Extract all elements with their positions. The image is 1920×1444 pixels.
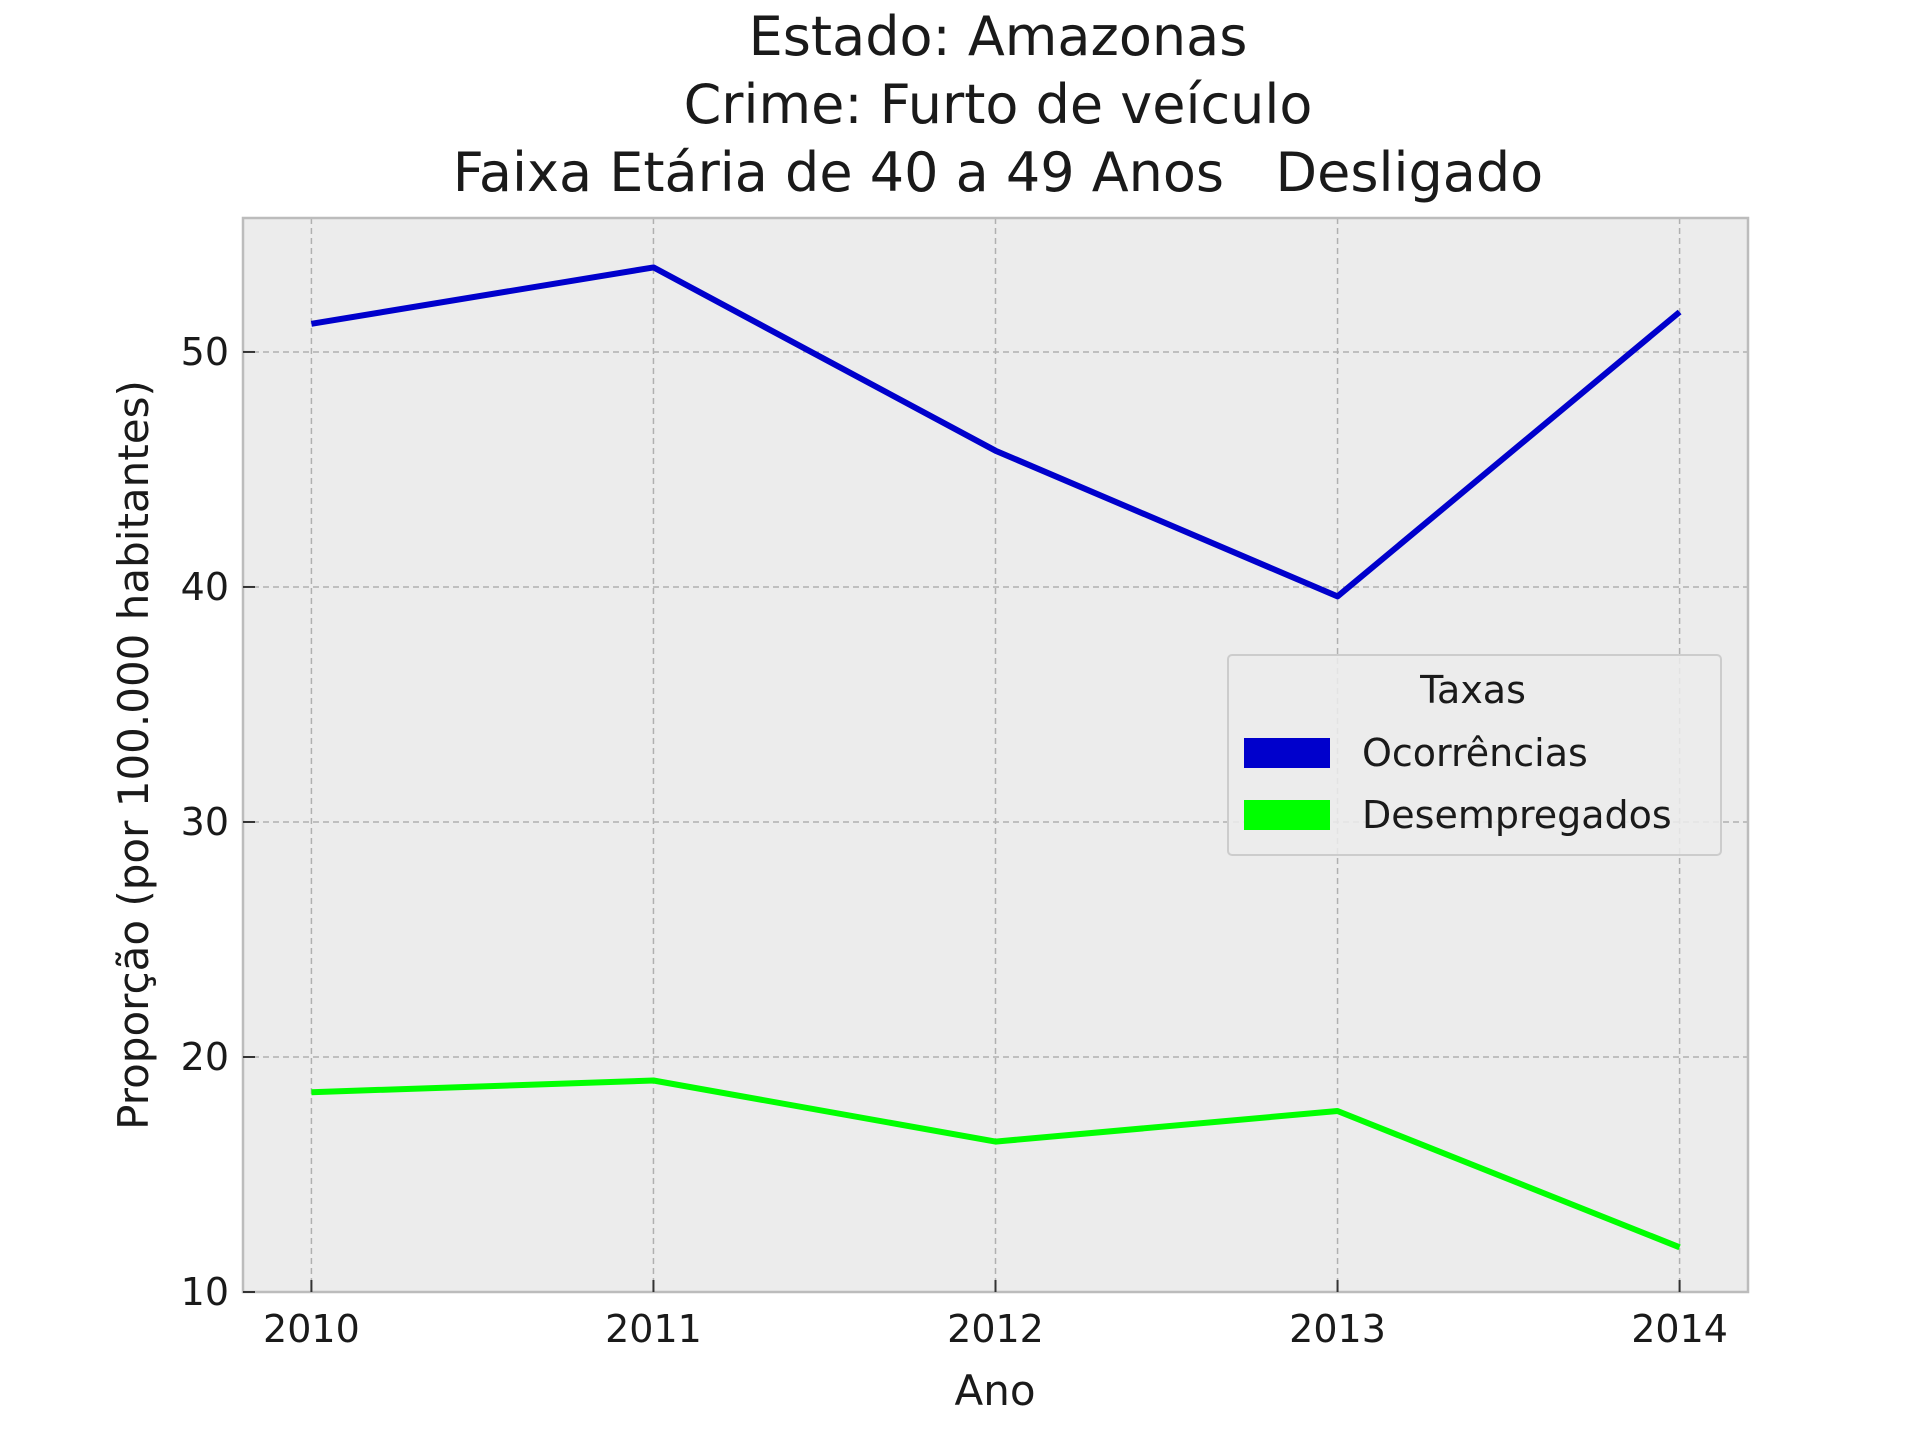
x-tick-label-2012: 2012 [947,1307,1044,1351]
legend-label-ocorrencias: Ocorrências [1362,731,1588,775]
x-axis-label: Ano [954,1366,1035,1415]
y-axis-label: Proporção (por 100.000 habitantes) [109,380,158,1130]
legend-label-desempregados: Desempregados [1362,793,1672,837]
x-tick-label-2011: 2011 [605,1307,702,1351]
chart-title-line-1: Estado: Amazonas [749,5,1248,68]
x-tick-label-2013: 2013 [1289,1307,1386,1351]
x-tick-label-2014: 2014 [1631,1307,1728,1351]
series-line-desempregados [311,1077,1681,1251]
legend: Taxas Ocorrências Desempregados [1227,654,1722,856]
y-tick-label-50: 50 [181,330,229,374]
legend-swatch-desempregados [1244,800,1330,830]
legend-box [1227,654,1722,856]
legend-title: Taxas [1419,668,1526,712]
y-tick-label-10: 10 [181,1270,229,1314]
y-tick-label-40: 40 [181,565,229,609]
y-tick-label-30: 30 [181,800,229,844]
y-tick-label-20: 20 [181,1035,229,1079]
x-tick-label-2010: 2010 [263,1307,360,1351]
legend-swatch-ocorrencias [1244,738,1330,768]
chart-title-line-2: Crime: Furto de veículo [684,73,1313,136]
series-line-ocorrencias [310,264,1682,600]
chart-title-line-3: Faixa Etária de 40 a 49 Anos Desligado [453,141,1543,204]
